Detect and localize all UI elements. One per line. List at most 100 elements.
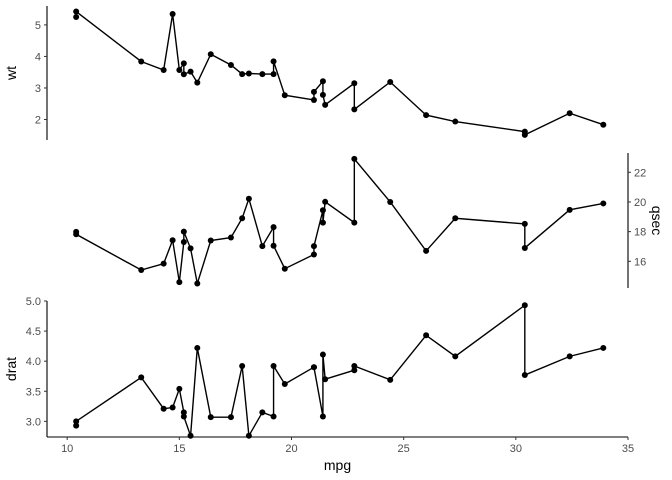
x-axis-title: mpg xyxy=(324,457,351,473)
x-tick-label: 10 xyxy=(61,443,73,455)
wt-data-point xyxy=(180,71,187,78)
qsec-data-point xyxy=(245,195,252,202)
drat-data-point xyxy=(270,413,277,420)
wt-data-point xyxy=(351,80,358,87)
qsec-data-point xyxy=(180,228,187,235)
wt-data-point xyxy=(566,110,573,117)
qsec-data-point xyxy=(239,215,246,222)
qsec-data-point xyxy=(73,231,80,238)
drat-data-point xyxy=(566,353,573,360)
qsec-data-point xyxy=(259,243,266,250)
wt-data-point xyxy=(227,61,234,68)
qsec-data-point xyxy=(452,215,459,222)
wt-data-point xyxy=(138,58,145,65)
wt-series-line xyxy=(75,10,604,136)
qsec-data-point xyxy=(270,224,277,231)
qsec-data-point xyxy=(319,207,326,214)
drat-data-point xyxy=(73,418,80,425)
drat-data-point xyxy=(194,344,201,351)
drat-data-point xyxy=(207,414,214,421)
qsec-data-point xyxy=(566,206,573,213)
drat-data-point xyxy=(319,351,326,358)
wt-data-point xyxy=(259,71,266,78)
x-tick-label: 15 xyxy=(173,443,185,455)
wt-data-point xyxy=(322,101,329,108)
drat-data-point xyxy=(319,413,326,420)
drat-data-point xyxy=(187,432,194,439)
drat-y-tick-label: 3.5 xyxy=(26,386,41,398)
wt-data-point xyxy=(73,14,80,21)
drat-data-point xyxy=(351,362,358,369)
drat-data-point xyxy=(310,364,317,371)
qsec-data-point xyxy=(270,242,277,249)
drat-y-tick-label: 4.0 xyxy=(26,356,41,368)
wt-y-tick-label: 4 xyxy=(35,51,41,63)
qsec-series-line xyxy=(75,156,604,284)
wt-data-point xyxy=(187,68,194,75)
drat-data-point xyxy=(227,414,234,421)
drat-data-point xyxy=(259,409,266,416)
qsec-data-point xyxy=(351,155,358,162)
drat-y-tick-label: 3.0 xyxy=(26,416,41,428)
qsec-axis-title: qsec xyxy=(649,206,665,236)
qsec-data-point xyxy=(281,265,288,272)
qsec-data-point xyxy=(176,279,183,286)
wt-data-point xyxy=(180,60,187,67)
wt-y-tick-label: 2 xyxy=(35,115,41,127)
wt-data-point xyxy=(239,71,246,78)
qsec-data-point xyxy=(521,244,528,251)
qsec-data-point xyxy=(138,267,145,274)
qsec-y-tick-label: 18 xyxy=(634,227,646,239)
drat-data-point xyxy=(176,385,183,392)
wt-data-point xyxy=(351,106,358,113)
x-tick-label: 35 xyxy=(622,443,634,455)
drat-data-point xyxy=(521,302,528,309)
qsec-data-point xyxy=(180,239,187,246)
wt-data-point xyxy=(521,131,528,138)
qsec-data-point xyxy=(387,198,394,205)
qsec-data-point xyxy=(310,243,317,250)
drat-data-point xyxy=(245,432,252,439)
wt-data-point xyxy=(423,112,430,119)
wt-data-point xyxy=(176,67,183,73)
drat-data-point xyxy=(351,367,358,374)
wt-data-point xyxy=(160,67,167,73)
qsec-data-point xyxy=(319,219,326,226)
qsec-data-point xyxy=(600,200,607,207)
drat-data-point xyxy=(452,353,459,360)
qsec-data-point xyxy=(521,220,528,227)
drat-data-point xyxy=(521,372,528,379)
wt-data-point xyxy=(319,78,326,85)
drat-data-point xyxy=(387,376,394,383)
drat-series-line xyxy=(75,303,604,439)
qsec-data-point xyxy=(187,245,194,252)
wt-data-point xyxy=(281,92,288,99)
drat-data-point xyxy=(239,362,246,369)
x-tick-label: 20 xyxy=(285,443,297,455)
drat-data-point xyxy=(281,381,288,388)
qsec-y-tick-label: 22 xyxy=(634,167,646,179)
wt-data-point xyxy=(310,96,317,103)
x-tick-label: 25 xyxy=(398,443,410,455)
wt-y-tick-label: 3 xyxy=(35,83,41,95)
x-tick-label: 30 xyxy=(510,443,522,455)
wt-data-point xyxy=(319,91,326,98)
wt-data-point xyxy=(207,51,214,58)
qsec-y-tick-label: 16 xyxy=(634,256,646,268)
drat-data-point xyxy=(169,404,176,411)
wt-axis-title: wt xyxy=(3,66,19,81)
qsec-data-point xyxy=(423,247,430,254)
qsec-y-tick-label: 20 xyxy=(634,197,646,209)
wt-data-point xyxy=(600,121,607,128)
qsec-data-point xyxy=(310,251,317,258)
wt-data-point xyxy=(310,88,317,95)
wt-data-point xyxy=(452,118,459,125)
drat-data-point xyxy=(180,409,187,416)
drat-y-tick-label: 5.0 xyxy=(26,296,41,308)
qsec-data-point xyxy=(351,219,358,226)
qsec-data-point xyxy=(160,260,167,267)
wt-data-point xyxy=(270,71,277,78)
drat-data-point xyxy=(322,376,329,383)
drat-data-point xyxy=(160,405,167,412)
